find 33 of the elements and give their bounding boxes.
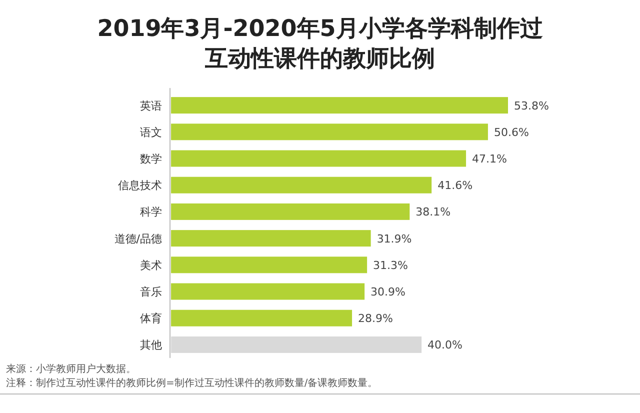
bar — [171, 97, 508, 114]
y-tick-label: 道德/品德 — [114, 232, 162, 246]
source-note: 来源：小学教师用户大数据。 — [6, 363, 136, 375]
y-tick-label: 音乐 — [140, 286, 162, 298]
y-tick-label: 语文 — [140, 126, 162, 139]
bar — [171, 283, 365, 300]
y-tick-label: 信息技术 — [118, 179, 162, 192]
y-tick-label: 体育 — [140, 312, 162, 326]
data-label: 53.8% — [514, 99, 549, 112]
bar — [171, 256, 368, 274]
data-label: 47.1% — [472, 152, 507, 166]
data-label: 28.9% — [358, 312, 393, 326]
bar — [171, 336, 422, 353]
bar — [171, 176, 432, 194]
bar — [171, 310, 352, 326]
data-label: 30.9% — [370, 286, 406, 298]
data-label: 50.6% — [494, 126, 529, 139]
bar — [171, 203, 410, 220]
y-tick-label: 英语 — [140, 99, 162, 112]
data-label: 41.6% — [438, 179, 473, 192]
data-label: 38.1% — [416, 206, 451, 219]
y-tick-label: 美术 — [140, 258, 162, 272]
data-label: 31.3% — [373, 258, 408, 272]
y-tick-label: 科学 — [140, 206, 162, 219]
chart-title: 2019年3月-2020年5月小学各学科制作过互动性课件的教师比例 — [96, 15, 544, 74]
y-tick-label: 其他 — [140, 338, 162, 352]
data-label: 40.0% — [428, 338, 463, 352]
text: 注释：制作过互动性课件的教师比例=制作过互动性课件的教师数量/备课教师数量。 — [6, 377, 378, 389]
bar — [171, 150, 466, 167]
y-tick-label: 数学 — [140, 152, 162, 166]
bar — [171, 230, 371, 247]
data-label: 31.9% — [376, 232, 412, 246]
bar — [171, 124, 488, 140]
